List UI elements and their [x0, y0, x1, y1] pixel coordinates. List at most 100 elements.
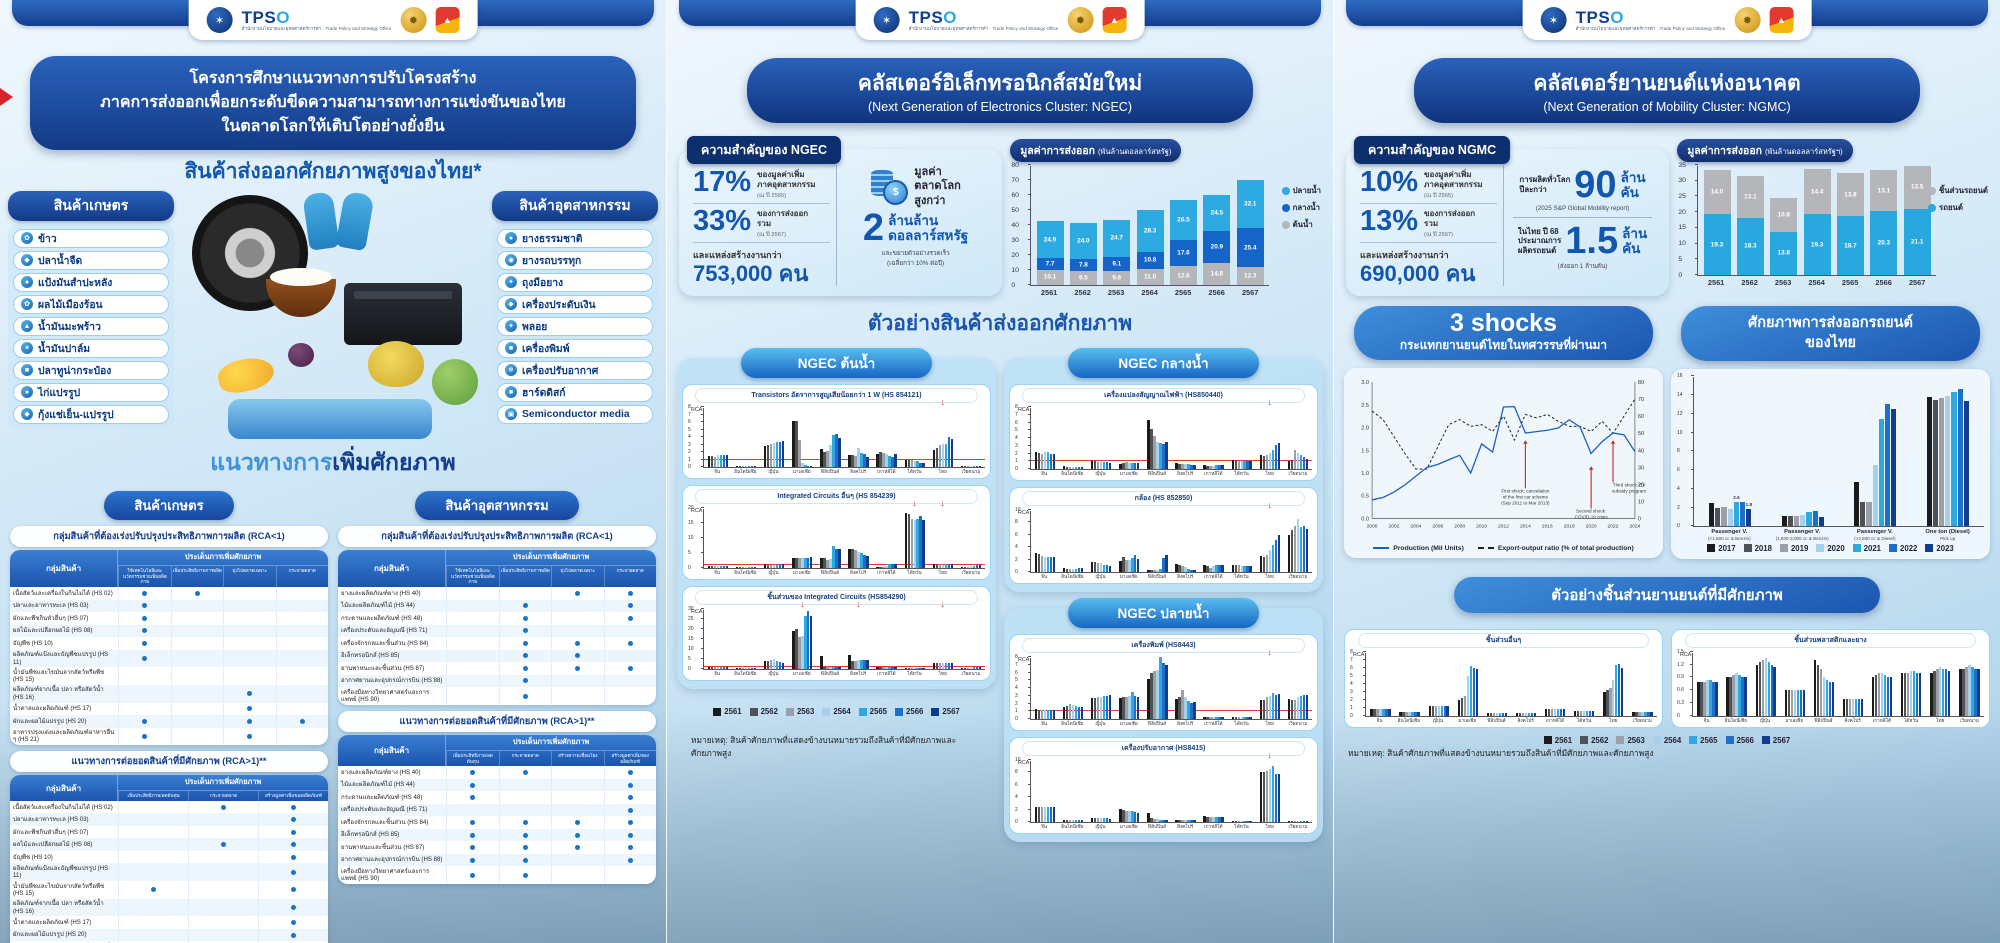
export-share-label: ของการส่งออก รวม — [757, 209, 809, 228]
table-header: กลุ่มสินค้า ประเด็นการเพิ่มศักยภาพ เพิ่มปร… — [10, 775, 328, 801]
y-tick: 5 — [1350, 673, 1366, 679]
product-item: ✿ ข้าว — [13, 229, 169, 248]
bar — [1388, 708, 1391, 716]
country-group — [1284, 408, 1312, 469]
product-label: ปลาทูน่ากระป๋อง — [38, 365, 112, 377]
bar — [1190, 465, 1193, 469]
bar — [804, 558, 807, 568]
bar — [1097, 562, 1100, 572]
bar — [848, 455, 851, 467]
bar — [1049, 453, 1053, 469]
bar — [1299, 820, 1303, 822]
row-dots — [118, 649, 328, 668]
bar — [1246, 716, 1249, 719]
country-group — [1751, 653, 1780, 716]
segment-value: 24.5 — [1210, 209, 1224, 217]
country-group — [1087, 511, 1115, 572]
chart-card: Integrated Circuits อื่นๆ (HS 854239) RCA… — [682, 485, 991, 580]
y-tick-label: 3 — [1015, 692, 1018, 699]
bar — [1065, 705, 1069, 719]
y-tick: 7 — [1015, 662, 1031, 668]
y-tick-label: 0.6 — [1677, 687, 1684, 694]
bar — [1770, 664, 1773, 716]
bar — [1796, 690, 1799, 716]
bar — [941, 443, 944, 467]
y-axis-label: RCA — [1680, 651, 1692, 658]
bar — [1907, 673, 1910, 716]
x-label: เกาหลีใต้ — [1545, 717, 1564, 723]
bar — [1190, 820, 1193, 822]
table-row: ยางและผลิตภัณฑ์ยาง (HS 40) — [338, 587, 656, 600]
row-label: ยางและผลิตภัณฑ์ยาง (HS 40) — [341, 589, 421, 597]
bar — [947, 563, 950, 568]
bar — [1262, 699, 1266, 719]
bar — [857, 448, 860, 467]
x-label: อินโดนีเซีย — [1061, 824, 1084, 829]
dot-cell — [118, 863, 188, 882]
row-label: ยางและผลิตภัณฑ์ยาง (HS 40) — [341, 768, 421, 776]
dot-cell — [223, 649, 275, 668]
y-tick-label: 10 — [1011, 266, 1019, 274]
bar-stack: 19.3 14.0 — [1703, 170, 1731, 275]
y-tick-label: 7 — [1015, 411, 1018, 418]
bar — [1715, 681, 1718, 716]
row-label: ยานพาหนะและชิ้นส่วน (HS 87) — [341, 664, 425, 672]
bar-segment: 9.6 — [1103, 270, 1131, 285]
bar — [888, 667, 891, 669]
bar — [1918, 673, 1922, 716]
panel-export-restructuring: ✶ TPSO สำนักงานนโยบายและยุทธศาสตร์การค้า ·… — [0, 0, 666, 943]
y-tick-label: 2 — [1015, 450, 1018, 457]
bar — [781, 564, 785, 568]
row-dots — [446, 687, 656, 705]
bar — [1178, 463, 1181, 469]
bar — [904, 460, 907, 467]
dot-cell — [446, 612, 498, 625]
legend-item: 2018 — [1743, 544, 1772, 553]
jobs-count: 690,000 คน — [1360, 261, 1476, 286]
row-dots — [118, 624, 328, 638]
bar — [1153, 818, 1156, 822]
bar — [938, 444, 941, 467]
bar — [1049, 806, 1053, 822]
category-sub: (>2,500 cc & Diesel) — [1854, 536, 1896, 542]
x-label: ญี่ปุ่น — [1095, 574, 1106, 579]
bar — [1262, 557, 1266, 572]
ministry-seal: ✶ — [206, 7, 233, 33]
issue-column-header: เพิ่มประสิทธิภาพ/ลดต้นทุน — [118, 791, 188, 801]
x-label: อินโดนีเซีย — [1397, 717, 1420, 723]
bar — [738, 466, 742, 467]
bar — [1735, 673, 1738, 716]
y-tick-label: 5 — [688, 656, 691, 662]
bar — [1259, 555, 1263, 572]
bar-segment: 19.3 — [1703, 214, 1731, 275]
product-item: ● แป้งมันสำปะหลัง — [13, 273, 169, 292]
air-conditioners-chart: เครื่องปรับอากาศ (HS8415) RCA 0 2 4 6 8 10 ↓ จีนอ… — [1009, 737, 1318, 834]
y-tick: 8 — [1677, 448, 1694, 454]
dot-cell — [551, 612, 603, 625]
bar — [1212, 817, 1215, 822]
table-row: ผลิตภัณฑ์จากเนื้อ ปลา หรือสัตว์น้ำ (HS 1… — [10, 684, 328, 703]
dot-cell — [170, 667, 223, 685]
dot-cell — [275, 727, 328, 746]
dot-cell — [551, 674, 603, 688]
bar — [1268, 768, 1271, 822]
dot — [470, 857, 476, 863]
bar — [978, 465, 982, 467]
chart-body: RCA 0 1 2 3 4 5 6 7 8 ↓ — [1015, 648, 1312, 722]
mobility-year-legend: 2017 2018 2019 2020 2021 2022 2023 — [1677, 544, 1984, 553]
bar — [891, 667, 894, 669]
bar — [835, 667, 838, 669]
category-main: Passenger V. — [1711, 529, 1748, 536]
svg-text:Third shock: EV: Third shock: EV — [1613, 483, 1646, 488]
bar — [832, 434, 835, 467]
bar — [910, 460, 913, 467]
approach-heading-dark: เพิ่มศักยภาพ — [332, 449, 456, 475]
y-tick-label: 20 — [688, 626, 694, 632]
y-tick: 3 — [1350, 689, 1366, 695]
export-chart-title-text: มูลค่าการส่งออก — [1020, 145, 1096, 157]
svg-text:1.0: 1.0 — [1361, 471, 1369, 477]
issue-column-header: สร้างความเชื่อมโยง — [551, 750, 603, 767]
y-tick: 0 — [688, 565, 704, 571]
bar — [969, 667, 973, 669]
